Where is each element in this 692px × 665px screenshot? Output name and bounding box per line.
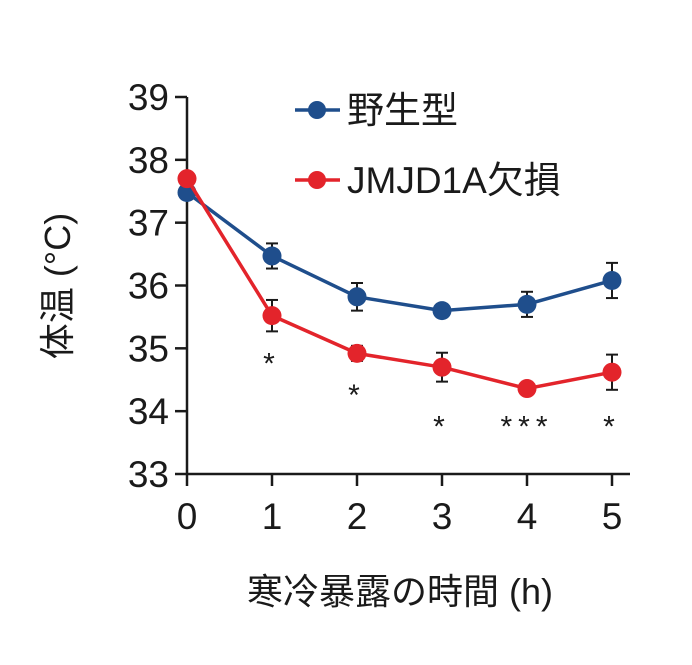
legend-item: JMJD1A欠損 (295, 160, 561, 201)
data-point (347, 287, 367, 307)
x-tick-label: 5 (602, 496, 623, 537)
data-point (517, 379, 537, 399)
y-tick-label: 38 (128, 140, 169, 181)
data-point (177, 169, 197, 189)
y-tick-label: 34 (128, 391, 169, 432)
y-tick-label: 39 (128, 77, 169, 118)
x-tick-label: 3 (432, 496, 453, 537)
data-point (432, 301, 452, 321)
data-point (602, 270, 622, 290)
y-tick-label: 35 (128, 328, 169, 369)
data-point (262, 306, 282, 326)
x-tick-label: 2 (347, 496, 368, 537)
significance-annotations: *** *** * (263, 347, 621, 443)
data-point (517, 294, 537, 314)
x-axis-title: 寒冷暴露の時間 (h) (247, 571, 553, 612)
y-axis-title: 体温 (°C) (37, 213, 78, 359)
legend-marker (308, 171, 326, 189)
y-tick-label: 37 (128, 203, 169, 244)
legend-marker (308, 101, 326, 119)
x-tick-label: 1 (262, 496, 283, 537)
legend: 野生型 JMJD1A欠損 (295, 90, 561, 201)
data-point (602, 362, 622, 382)
significance-marker: * (603, 410, 621, 443)
series-1 (177, 183, 622, 321)
legend-label: 野生型 (347, 90, 458, 131)
significance-marker: * (433, 410, 451, 443)
legend-label: JMJD1A欠損 (347, 160, 561, 201)
x-tick-label: 4 (517, 496, 538, 537)
y-tick-label: 36 (128, 266, 169, 307)
y-tick-label: 33 (128, 454, 169, 495)
series-line (185, 191, 613, 313)
y-ticks: 33 34 35 36 37 38 39 (128, 77, 187, 495)
significance-marker: *** (500, 410, 553, 443)
x-tick-label: 0 (177, 496, 198, 537)
data-point (432, 357, 452, 377)
data-point (347, 343, 367, 363)
series-line (185, 177, 613, 391)
significance-marker: * (348, 379, 366, 412)
significance-marker: * (263, 347, 281, 380)
x-ticks: 0 1 2 3 4 5 (177, 474, 623, 537)
legend-item: 野生型 (295, 90, 458, 131)
series-layer (177, 169, 622, 399)
data-point (262, 246, 282, 266)
series-2 (177, 169, 622, 399)
